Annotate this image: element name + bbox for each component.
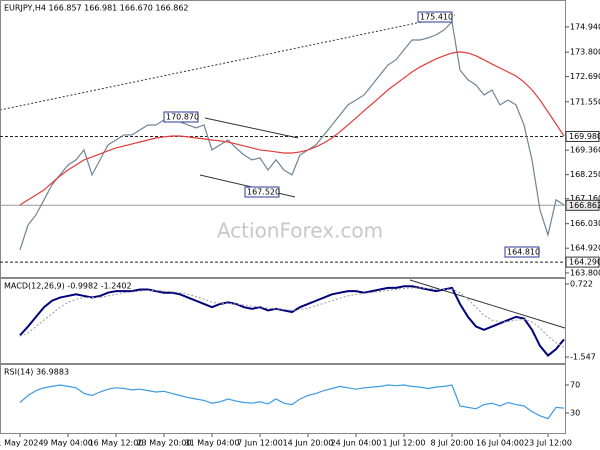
series-line (19, 51, 565, 206)
y-tick-label: 0.722 (570, 279, 593, 288)
level-label: 169.980 (569, 132, 600, 141)
y-tick-label: 174.940 (570, 22, 600, 31)
y-tick-label: 171.550 (570, 97, 600, 106)
annotation-box (504, 246, 540, 258)
y-tick-label: -1.547 (570, 353, 596, 362)
x-tick-label: 1 Jul 12:00 (383, 439, 426, 448)
x-tick-label: 8 Jul 20:00 (431, 439, 474, 448)
panel-frame (0, 364, 566, 434)
y-tick-label: 167.160 (570, 194, 600, 203)
channel-line (204, 117, 299, 139)
annotation-box (163, 111, 199, 123)
y-tick-label: 164.920 (570, 244, 600, 253)
y-tick-label: 169.360 (570, 146, 600, 155)
level-label: 166.862 (569, 201, 600, 210)
level-label-box (565, 130, 600, 142)
annotation: 175.410 (420, 13, 453, 22)
panel-title: RSI(14) 36.9883 (4, 368, 69, 377)
x-tick-label: 9 May 04:00 (43, 439, 93, 448)
level-label: 164.290 (569, 258, 600, 267)
x-tick-label: 7 Jun 12:00 (237, 439, 283, 448)
y-tick-label: 166.030 (570, 219, 600, 228)
x-tick-label: 16 May 12:00 (89, 439, 144, 448)
x-tick-label: 31 May 04:00 (185, 439, 240, 448)
annotation: 167.520 (247, 188, 280, 197)
y-tick-label: 30 (570, 409, 580, 418)
annotation: 170.870 (166, 113, 199, 122)
y-tick-label: 70 (570, 381, 580, 390)
annotation: 164.810 (507, 248, 540, 257)
series-line (19, 384, 565, 420)
x-tick-label: 1 May 2024 (0, 439, 44, 448)
panel-title: EURJPY,H4 166.857 166.981 166.670 166.86… (4, 4, 189, 13)
annotation-box (244, 186, 280, 198)
y-tick-label: 173.800 (570, 48, 600, 57)
x-tick-label: 24 Jun 04:00 (331, 439, 382, 448)
panel-frame (0, 278, 566, 364)
x-tick-label: 16 Jul 04:00 (476, 439, 524, 448)
level-label-box (565, 256, 600, 268)
y-tick-label: 168.250 (570, 170, 600, 179)
annotation-box (417, 11, 453, 23)
x-tick-label: 23 Jul 12:00 (524, 439, 572, 448)
trend-line (0, 14, 456, 111)
y-tick-label: 163.800 (570, 268, 600, 277)
series-line (19, 285, 565, 357)
macd-trend-line (409, 279, 566, 329)
panel-title: MACD(12,26,9) -0.9982 -1.2402 (4, 282, 132, 291)
watermark: ActionForex.com (217, 219, 383, 243)
x-tick-label: 23 May 20:00 (137, 439, 192, 448)
x-tick-label: 14 Jun 20:00 (283, 439, 334, 448)
level-label-box (565, 199, 600, 211)
y-tick-label: 172.690 (570, 72, 600, 81)
series-line (19, 20, 565, 251)
